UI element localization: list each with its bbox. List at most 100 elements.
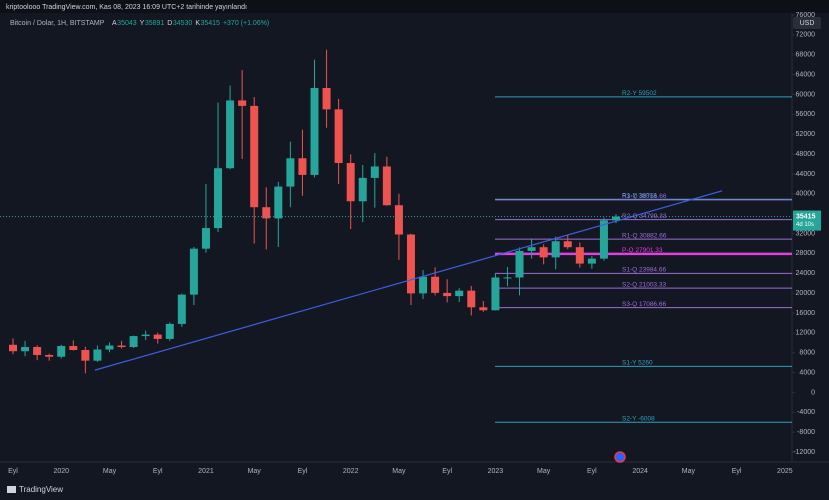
y-tick-label: 8000: [799, 350, 815, 357]
x-tick-label: 2023: [488, 468, 504, 475]
candle-body: [539, 247, 548, 258]
y-tick-label: -8000: [797, 429, 815, 436]
candle-body: [81, 350, 90, 361]
last-price: 35415: [796, 213, 816, 220]
x-tick-label: Eyl: [442, 468, 452, 475]
y-tick-label: 60000: [796, 91, 816, 98]
ohlc-low-label: D: [167, 20, 172, 27]
top-bar: [0, 0, 829, 13]
candle-body: [431, 276, 440, 293]
x-tick-label: 2022: [343, 468, 359, 475]
candle-body: [117, 345, 126, 348]
pivot-label: S2-Y -6008: [622, 416, 655, 423]
x-tick-label: 2020: [53, 468, 69, 475]
currency: USD: [800, 20, 815, 27]
candle-body: [262, 207, 271, 219]
candle-body: [93, 349, 102, 361]
candle-body: [310, 88, 319, 175]
y-tick-label: 20000: [796, 290, 816, 297]
candle-body: [238, 100, 247, 106]
pivot-label: R1-Q 30882.66: [622, 232, 667, 239]
candle-body: [322, 88, 331, 110]
y-tick-label: -4000: [797, 409, 815, 416]
pivot-label: R2-Y 59502: [622, 90, 657, 97]
candle-body: [153, 334, 162, 339]
candle-body: [587, 258, 596, 264]
ohlc-close-label: K: [195, 20, 200, 27]
candle-body: [214, 168, 223, 229]
candle-body: [250, 105, 259, 208]
countdown: 4d 10s: [796, 222, 814, 228]
y-tick-label: 56000: [796, 111, 816, 118]
x-tick-label: May: [682, 468, 696, 475]
y-tick-label: 76000: [796, 12, 816, 19]
candle-body: [370, 166, 379, 178]
x-tick-label: May: [392, 468, 406, 475]
candle-body: [575, 247, 584, 264]
candle-body: [69, 346, 78, 350]
event-icon[interactable]: [614, 451, 626, 463]
y-tick-label: 72000: [796, 32, 816, 39]
candle-body: [455, 290, 464, 297]
pivot-label: R2-Q 34799.33: [622, 213, 667, 220]
x-tick-label: 2024: [632, 468, 648, 475]
y-tick-label: 52000: [796, 131, 816, 138]
ohlc-high-label: Y: [140, 20, 145, 27]
candle-body: [467, 290, 476, 308]
y-tick-label: 24000: [796, 270, 816, 277]
candle-body: [479, 307, 488, 311]
ohlc-high: 35891: [145, 20, 165, 27]
candle-body: [563, 241, 572, 248]
x-tick-label: May: [103, 468, 117, 475]
x-tick-label: 2021: [198, 468, 214, 475]
currency-box: [793, 17, 821, 29]
candle-body: [105, 345, 114, 350]
brand: TradingView: [19, 485, 63, 494]
x-tick-label: Eyl: [8, 468, 18, 475]
trendline: [94, 190, 723, 371]
candle-body: [551, 241, 560, 258]
y-tick-label: 16000: [796, 310, 816, 317]
candle-body: [141, 334, 150, 337]
pivot-label: R3-Q 38766.66: [622, 193, 667, 200]
pivot-label: S2-Q 21003.33: [622, 281, 666, 288]
ohlc-open-label: A: [112, 20, 117, 27]
y-tick-label: 4000: [799, 369, 815, 376]
y-tick-label: 48000: [796, 151, 816, 158]
x-tick-label: Eyl: [587, 468, 597, 475]
candle-body: [201, 228, 210, 249]
candle-body: [33, 347, 42, 355]
candle-body: [346, 163, 355, 202]
candle-body: [612, 216, 620, 221]
pivot-label: P-Q 27901.33: [622, 247, 663, 254]
candle-body: [177, 294, 186, 324]
last-price-box: [793, 210, 821, 231]
y-tick-label: 0: [811, 389, 815, 396]
chart-title: Bitcoin / Dolar, 1H, BITSTAMP: [10, 20, 105, 27]
y-tick-label: 32000: [796, 230, 816, 237]
ohlc-close: 35415: [200, 20, 220, 27]
candle-body: [599, 220, 608, 259]
candle-body: [165, 323, 174, 339]
x-tick-label: May: [537, 468, 551, 475]
candle-body: [491, 277, 500, 311]
candle-body: [382, 166, 391, 206]
candle-body: [286, 158, 295, 187]
candle-body: [189, 248, 198, 295]
y-tick-label: 68000: [796, 52, 816, 59]
candle-body: [503, 277, 512, 279]
x-tick-label: Eyl: [153, 468, 163, 475]
candle-body: [9, 344, 17, 352]
publisher: kriptoolooo TradingView.com, Kas 08, 202…: [6, 4, 247, 11]
x-tick-label: Eyl: [298, 468, 308, 475]
candle-body: [394, 205, 403, 235]
x-tick-label: May: [248, 468, 262, 475]
y-tick-label: 28000: [796, 250, 816, 257]
candle-body: [358, 177, 367, 202]
y-tick-label: 12000: [796, 330, 816, 337]
candle-body: [515, 250, 524, 278]
y-tick-label: 64000: [796, 71, 816, 78]
logo: [7, 486, 16, 493]
